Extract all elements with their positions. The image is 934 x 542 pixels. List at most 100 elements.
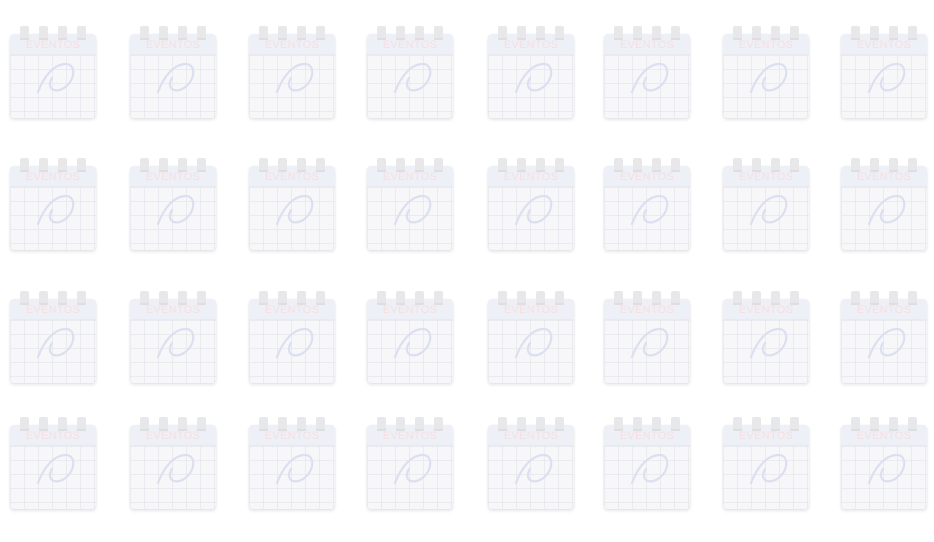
binder-ring (633, 158, 642, 172)
binder-ring (140, 26, 149, 40)
binder-ring (58, 417, 67, 431)
binder-ring (498, 26, 507, 40)
swirl-icon (630, 62, 669, 94)
binder-ring (908, 417, 917, 431)
calendar-icon: EVENTOS (723, 158, 809, 252)
calendar-grid (249, 55, 335, 118)
swirl-icon (275, 62, 314, 94)
binder-ring (197, 158, 206, 172)
binder-ring (790, 417, 799, 431)
calendar-label: EVENTOS (503, 39, 559, 51)
calendar-header (723, 299, 809, 320)
binder-ring (517, 417, 526, 431)
binder-ring (652, 158, 661, 172)
calendar-header (604, 166, 690, 187)
calendar-page: EVENTOS (130, 425, 216, 509)
calendar-label: EVENTOS (738, 39, 794, 51)
calendar-page: EVENTOS (367, 425, 453, 509)
binder-ring (58, 26, 67, 40)
calendar-page: EVENTOS (841, 34, 927, 118)
calendar-page: EVENTOS (604, 425, 690, 509)
calendar-page: EVENTOS (488, 299, 574, 383)
binder-ring (415, 417, 424, 431)
calendar-page: EVENTOS (488, 34, 574, 118)
binder-ring (396, 291, 405, 305)
calendar-page: EVENTOS (10, 34, 96, 118)
calendar-header (130, 425, 216, 446)
calendar-icon: EVENTOS (723, 417, 809, 511)
calendar-grid (249, 320, 335, 383)
calendar-grid (249, 446, 335, 509)
binder-ring (555, 158, 564, 172)
calendar-grid (130, 55, 216, 118)
swirl-icon (749, 453, 788, 485)
calendar-label: EVENTOS (145, 304, 201, 316)
calendar-grid (10, 320, 96, 383)
binder-ring (851, 158, 860, 172)
calendar-icon: EVENTOS (604, 291, 690, 385)
calendar-label: EVENTOS (25, 304, 81, 316)
swirl-icon (36, 453, 75, 485)
swirl-icon (514, 194, 553, 226)
binder-ring (259, 417, 268, 431)
calendar-grid (488, 55, 574, 118)
calendar-header (10, 166, 96, 187)
calendar-icon: EVENTOS (10, 291, 96, 385)
swirl-icon (393, 62, 432, 94)
binder-ring (58, 291, 67, 305)
binder-ring (159, 26, 168, 40)
binder-ring (614, 158, 623, 172)
calendar-page: EVENTOS (723, 34, 809, 118)
calendar-label: EVENTOS (382, 304, 438, 316)
calendar-label: EVENTOS (856, 171, 912, 183)
calendar-grid (723, 320, 809, 383)
swirl-icon (514, 62, 553, 94)
calendar-icon: EVENTOS (367, 291, 453, 385)
calendar-grid (130, 446, 216, 509)
binder-ring (278, 26, 287, 40)
swirl-icon (156, 327, 195, 359)
calendar-page: EVENTOS (10, 166, 96, 250)
calendar-grid (604, 320, 690, 383)
calendar-header (604, 425, 690, 446)
calendar-label: EVENTOS (619, 39, 675, 51)
binder-ring (771, 158, 780, 172)
calendar-grid (841, 446, 927, 509)
swirl-icon (867, 194, 906, 226)
binder-ring (316, 291, 325, 305)
calendar-icon: EVENTOS (488, 417, 574, 511)
calendar-grid (367, 187, 453, 250)
binder-ring (752, 158, 761, 172)
calendar-grid (723, 55, 809, 118)
binder-ring (633, 291, 642, 305)
calendar-grid (10, 446, 96, 509)
binder-ring (733, 417, 742, 431)
calendar-header (841, 166, 927, 187)
calendar-header (488, 166, 574, 187)
calendar-page: EVENTOS (604, 299, 690, 383)
calendar-label: EVENTOS (382, 430, 438, 442)
calendar-label: EVENTOS (503, 430, 559, 442)
calendar-header (10, 425, 96, 446)
calendar-grid (488, 320, 574, 383)
calendar-header (10, 299, 96, 320)
calendar-label: EVENTOS (503, 171, 559, 183)
calendar-page: EVENTOS (130, 166, 216, 250)
swirl-icon (275, 453, 314, 485)
calendar-icon: EVENTOS (723, 26, 809, 120)
calendar-page: EVENTOS (723, 166, 809, 250)
calendar-page: EVENTOS (10, 425, 96, 509)
binder-ring (316, 158, 325, 172)
calendar-label: EVENTOS (382, 171, 438, 183)
calendar-header (723, 425, 809, 446)
binder-ring (752, 291, 761, 305)
binder-ring (20, 291, 29, 305)
swirl-icon (275, 327, 314, 359)
binder-ring (434, 158, 443, 172)
binder-ring (377, 158, 386, 172)
calendar-page: EVENTOS (367, 299, 453, 383)
binder-ring (908, 26, 917, 40)
calendar-grid (488, 187, 574, 250)
binder-ring (434, 417, 443, 431)
binder-ring (889, 26, 898, 40)
